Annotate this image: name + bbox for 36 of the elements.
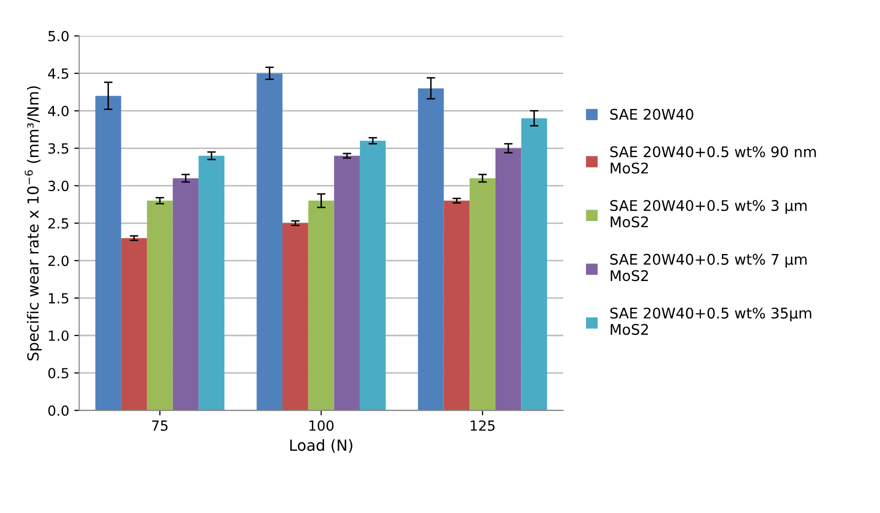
legend-label: SAE 20W40 [610, 108, 694, 120]
bar [360, 140, 386, 410]
y-tick-label: 0.0 [48, 405, 69, 416]
y-tick-label: 4.0 [48, 106, 69, 116]
y-tick-label: 2.0 [48, 256, 69, 266]
y-tick-label: 3.5 [48, 143, 68, 154]
bar [418, 88, 444, 410]
bar [444, 200, 470, 410]
x-tick-label: 75 [152, 420, 168, 431]
bar [121, 238, 147, 410]
y-axis-title: Specific wear rate x 10$^{−6}$ (mm³/Nm) [24, 86, 42, 360]
bar [282, 223, 308, 410]
legend-label: SAE 20W40+0.5 wt% 7 µm MoS2 [610, 254, 807, 282]
y-tick-label: 5.0 [48, 30, 69, 42]
legend-label: SAE 20W40+0.5 wt% 90 nm MoS2 [610, 146, 816, 174]
y-tick-label: 0.5 [48, 368, 68, 378]
bar [495, 148, 522, 410]
y-tick-label: 2.5 [48, 218, 68, 229]
x-axis-title: Load (N) [290, 439, 352, 453]
x-tick-label: 100 [309, 420, 334, 431]
bar [95, 96, 122, 410]
bar [198, 156, 224, 410]
y-tick-label: 1.5 [48, 293, 68, 304]
bar [470, 178, 496, 410]
bar [308, 200, 334, 410]
y-tick-label: 4.5 [48, 68, 68, 79]
x-tick-label: 125 [470, 420, 495, 431]
bar [521, 118, 548, 410]
y-tick-label: 3.0 [48, 180, 69, 192]
legend-label: SAE 20W40+0.5 wt% 3 µm MoS2 [610, 200, 807, 228]
bar [256, 73, 282, 410]
legend-label: SAE 20W40+0.5 wt% 35µm MoS2 [610, 308, 812, 335]
bar [334, 156, 360, 410]
bar [146, 200, 173, 410]
bar [172, 178, 199, 410]
y-tick-label: 1.0 [48, 330, 69, 341]
